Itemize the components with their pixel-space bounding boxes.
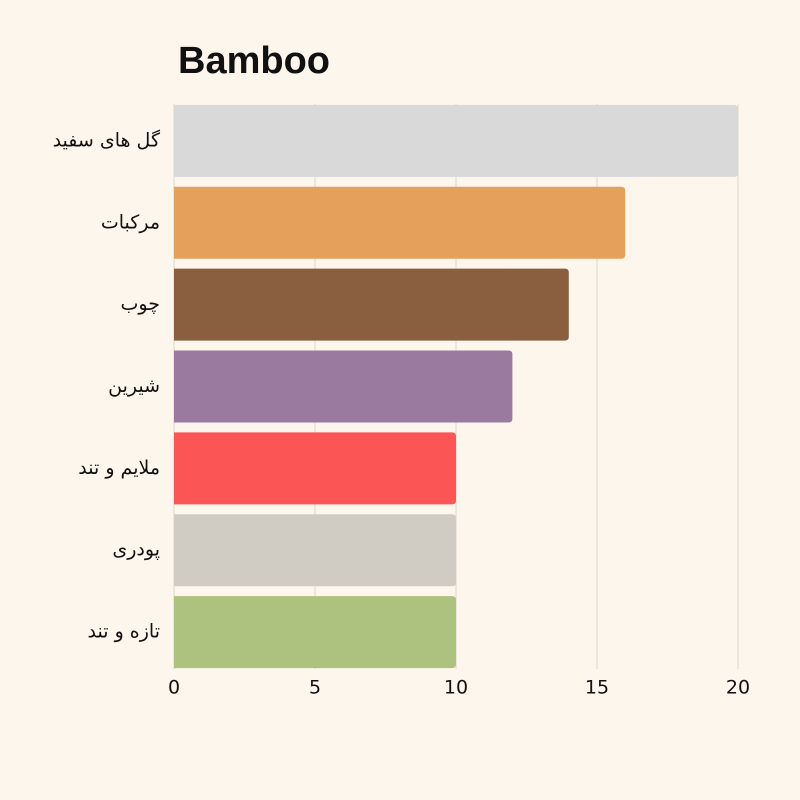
y-tick-label: ملایم و تند [78,457,160,479]
bar [174,350,513,423]
y-tick-label: مرکبات [101,211,160,233]
y-tick-label: گل های سفید [53,128,161,151]
y-tick-label: پودری [112,539,160,561]
x-tick-label: 15 [585,677,609,699]
y-tick-label: شیرین [108,375,160,397]
y-tick-label: تازه و تند [88,621,160,643]
x-tick-label: 0 [168,677,180,699]
x-tick-label: 20 [726,677,750,699]
bar [174,514,456,587]
bar [174,104,738,177]
y-tick-label: چوب [121,293,160,315]
x-tick-label: 5 [309,677,321,699]
bar [174,432,456,505]
bar [174,596,456,669]
x-tick-label: 10 [444,677,468,699]
chart-title: Bamboo [178,40,330,82]
bar [174,186,626,259]
bar [174,268,569,341]
